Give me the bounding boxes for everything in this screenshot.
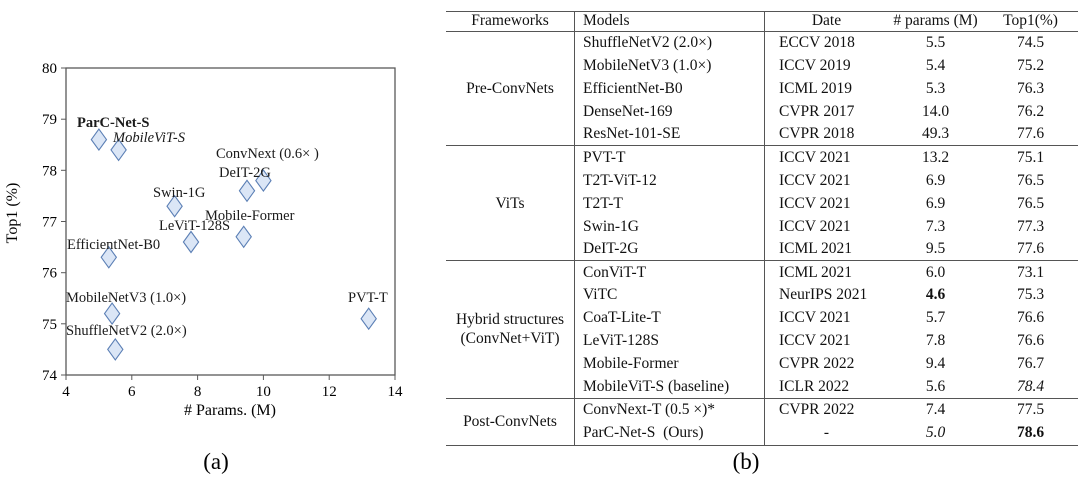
svg-text:PVT-T: PVT-T: [348, 290, 388, 306]
svg-text:80: 80: [42, 61, 57, 77]
svg-text:ShuffleNetV2 (2.0×): ShuffleNetV2 (2.0×): [66, 323, 187, 339]
svg-text:10: 10: [256, 384, 271, 400]
svg-text:12: 12: [322, 384, 337, 400]
svg-text:# Params. (M): # Params. (M): [184, 402, 276, 419]
svg-text:MobileViT-S: MobileViT-S: [112, 130, 186, 146]
svg-text:6: 6: [128, 384, 136, 400]
svg-text:14: 14: [388, 384, 404, 400]
svg-text:ParC-Net-S: ParC-Net-S: [77, 115, 149, 131]
svg-text:MobileNetV3 (1.0×): MobileNetV3 (1.0×): [66, 290, 186, 306]
svg-text:EfficientNet-B0: EfficientNet-B0: [67, 237, 160, 253]
svg-text:8: 8: [194, 384, 202, 400]
svg-text:DeIT-2G: DeIT-2G: [219, 165, 271, 181]
svg-text:LeViT-128S: LeViT-128S: [159, 218, 230, 234]
svg-text:Top1 (%): Top1 (%): [4, 183, 21, 244]
svg-text:77: 77: [42, 215, 58, 231]
svg-text:74: 74: [42, 368, 58, 384]
svg-text:Swin-1G: Swin-1G: [153, 185, 206, 201]
svg-text:76: 76: [42, 266, 58, 282]
svg-text:75: 75: [42, 317, 57, 333]
svg-text:4: 4: [62, 384, 70, 400]
svg-text:ConvNext (0.6× ): ConvNext (0.6× ): [216, 146, 319, 162]
svg-text:79: 79: [42, 112, 57, 128]
svg-text:78: 78: [42, 163, 57, 179]
